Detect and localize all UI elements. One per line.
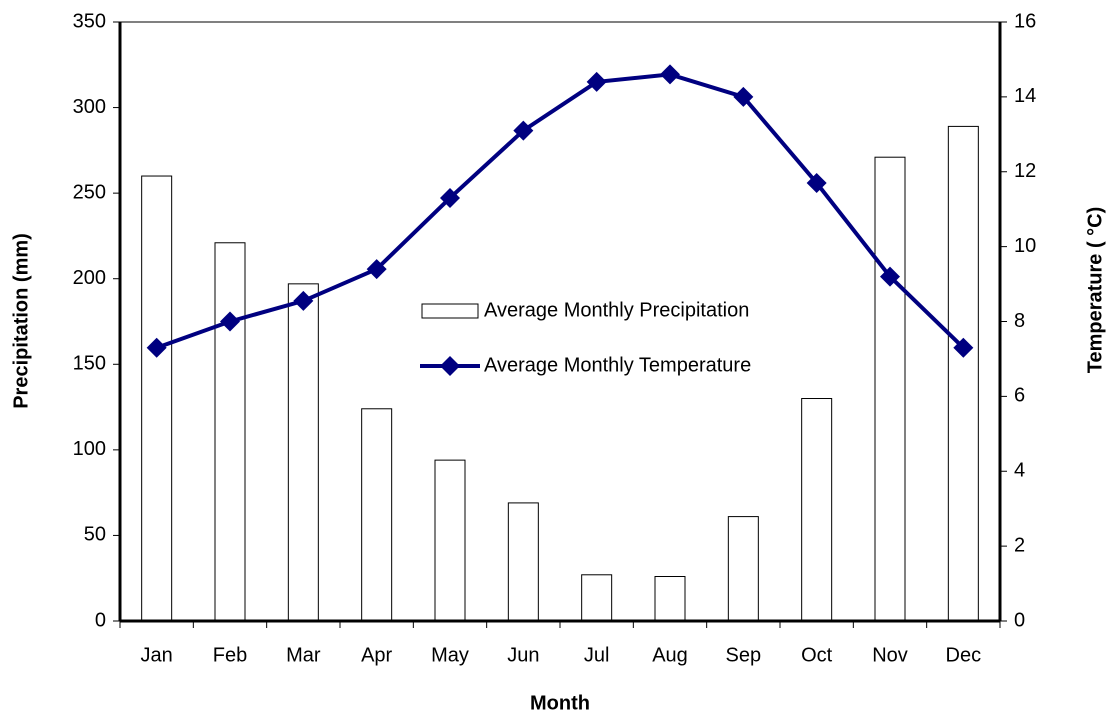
marker [880,266,900,287]
y-tick-label: 150 [73,353,106,375]
line [155,72,965,350]
y2-tick-label: 16 [1014,10,1036,32]
marker [366,259,387,280]
marker [513,120,534,141]
y2-tick-label: 10 [1014,235,1036,257]
x-tick-label: Apr [361,644,392,666]
y2-tick-label: 2 [1014,534,1025,556]
y2-tick-label: 12 [1014,160,1036,182]
y-tick-label: 100 [73,438,106,460]
legend-label: Average Monthly Temperature [484,354,751,376]
x-tick-label: Jan [141,644,173,666]
marker [953,337,974,358]
bar [361,408,393,622]
bar [507,502,539,622]
legend-marker [440,356,460,376]
marker [586,71,607,92]
y2-tick-label: 6 [1014,385,1025,407]
plot-frame [119,21,1001,622]
marker [660,64,680,85]
x-tick-label: May [431,644,469,666]
y2-tick-label: 4 [1014,460,1025,482]
x-tick-label: Feb [213,644,247,666]
bar [434,459,466,622]
x-tick-label: Nov [872,644,908,666]
bar [874,156,906,622]
bar [141,175,173,622]
legend-label: Average Monthly Precipitation [484,299,749,321]
bar [727,516,759,622]
marker [220,311,240,332]
y2-tick-label: 0 [1014,609,1025,631]
x-tick-label: Jun [507,644,539,666]
marker [146,337,167,358]
marker [806,172,827,193]
y-axis-title: Precipitation (mm) [10,233,32,409]
y-tick-label: 300 [73,96,106,118]
bar [581,574,613,622]
marker [733,86,754,107]
y2-axis-title: Temperature ( °C) [1084,207,1106,374]
x-tick-label: Sep [726,644,762,666]
bar [801,398,833,622]
x-tick-label: Oct [801,644,833,666]
y-tick-label: 350 [73,10,106,32]
y2-tick-label: 8 [1014,310,1025,332]
marker [440,187,460,208]
x-axis-title: Month [530,692,590,714]
y-tick-label: 50 [84,524,106,546]
bar [214,242,246,622]
x-tick-label: Aug [652,644,688,666]
x-tick-label: Jul [584,644,610,666]
y2-tick-label: 14 [1014,85,1036,107]
x-tick-label: Mar [286,644,321,666]
y-tick-label: 0 [95,609,106,631]
x-tick-label: Dec [946,644,982,666]
y-tick-label: 200 [73,267,106,289]
bar [287,283,319,622]
y-tick-label: 250 [73,181,106,203]
bar [947,125,979,622]
marker [293,290,314,311]
legend-swatch [421,303,479,319]
bar [654,576,686,622]
